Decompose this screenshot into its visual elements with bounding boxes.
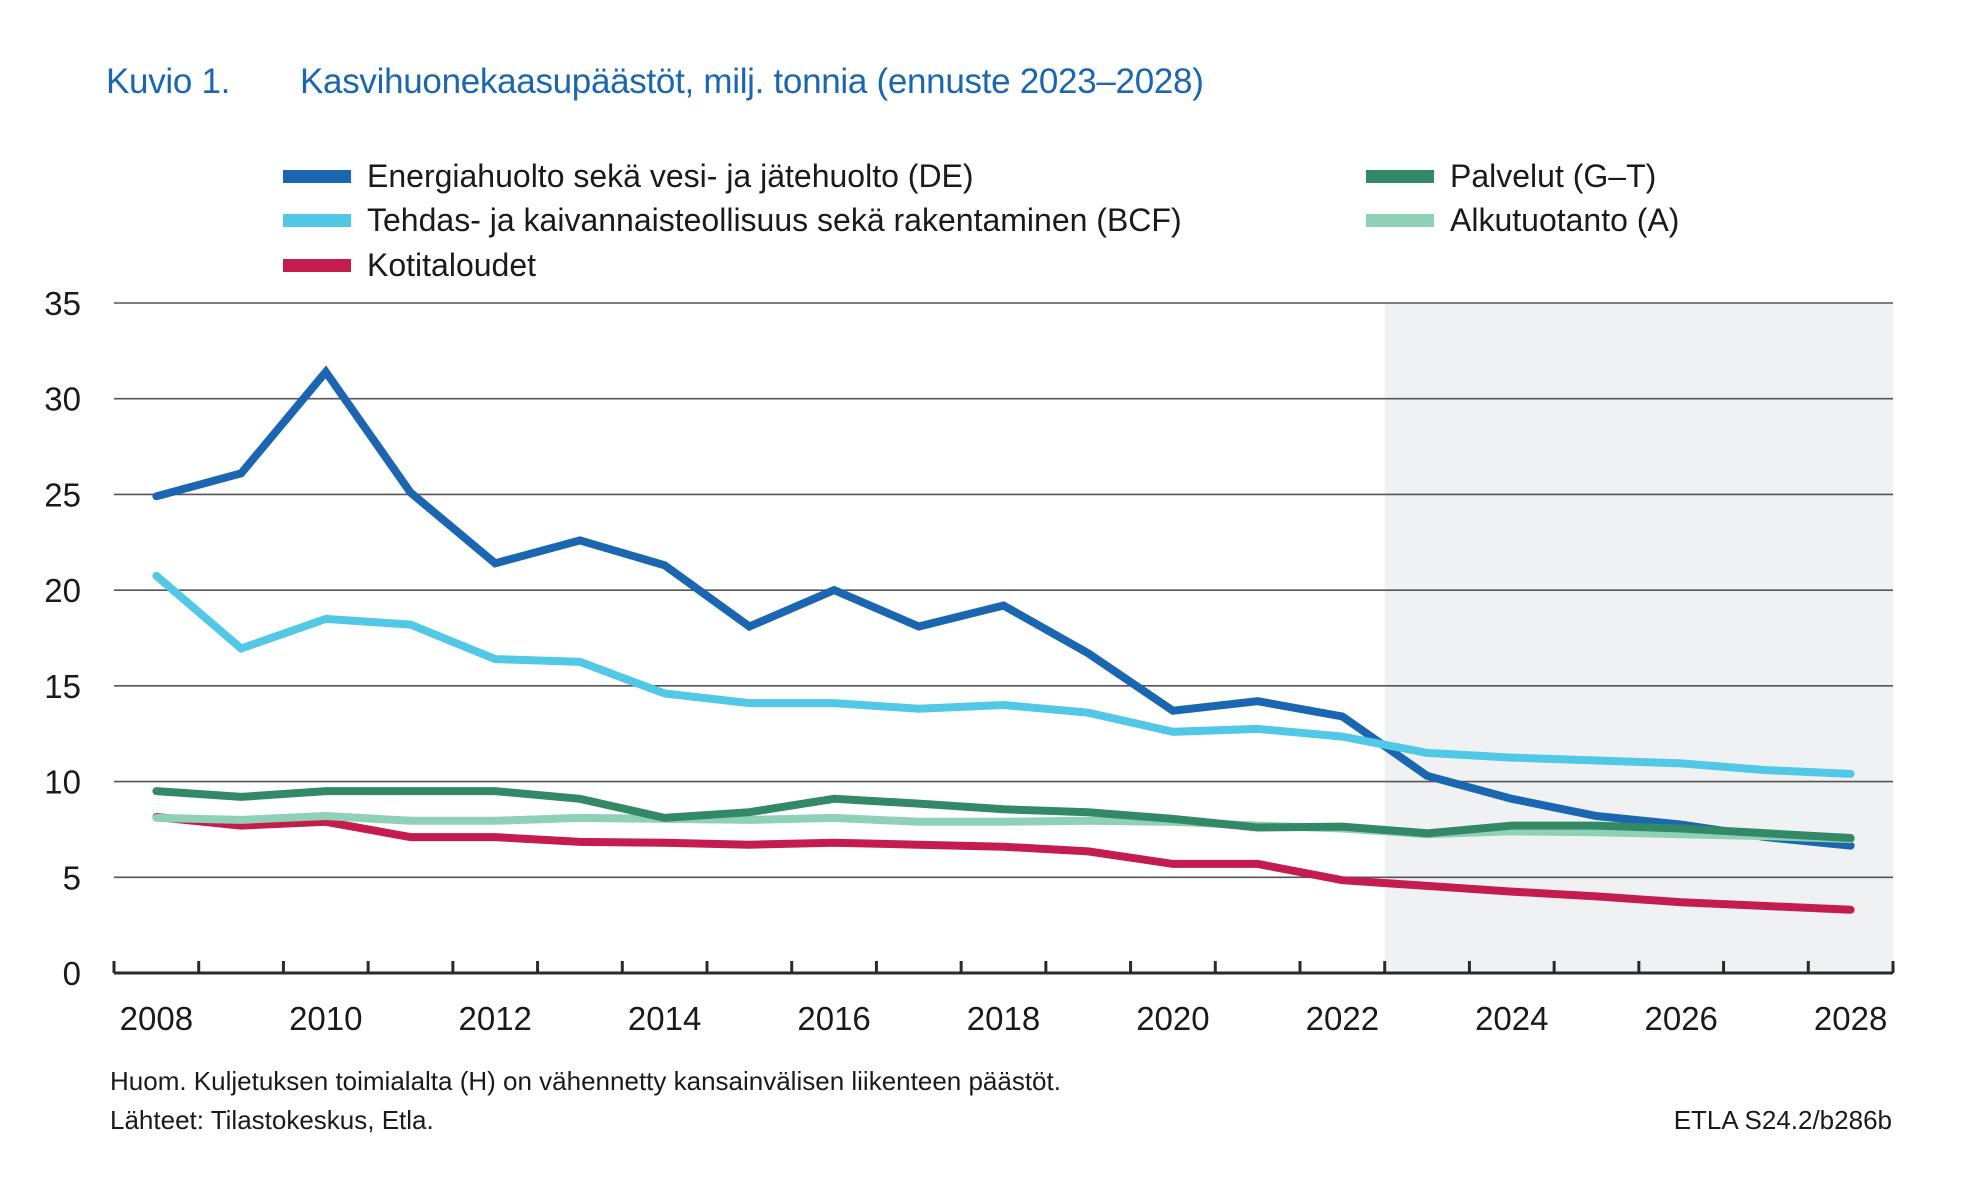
figure-code: ETLA S24.2/b286b bbox=[1673, 1105, 1892, 1135]
legend-item-alkutuotanto: Alkutuotanto (A) bbox=[1366, 200, 1679, 240]
y-tick-label: 25 bbox=[44, 476, 81, 513]
series-line-palvelut-g-t bbox=[152, 787, 1855, 842]
legend-item-de: Energiahuolto sekä vesi- ja jätehuolto (… bbox=[283, 156, 974, 196]
chart-title: Kuvio 1. Kasvihuonekaasupäästöt, milj. to… bbox=[106, 62, 1204, 102]
x-tick-label: 2028 bbox=[1814, 1000, 1887, 1037]
footnote-note: Huom. Kuljetuksen toimialalta (H) on väh… bbox=[110, 1066, 1061, 1096]
figure-number: Kuvio 1. bbox=[106, 62, 231, 101]
legend-swatch-bcf bbox=[283, 213, 351, 227]
legend-label-kotitaloudet: Kotitaloudet bbox=[367, 246, 537, 283]
forecast-shading bbox=[1384, 303, 1893, 973]
y-tick-label: 5 bbox=[63, 859, 81, 896]
legend-swatch-palvelut bbox=[1366, 169, 1434, 183]
x-tick-label: 2010 bbox=[289, 1000, 362, 1037]
footnote-sources: Lähteet: Tilastokeskus, Etla. bbox=[110, 1105, 434, 1135]
series-line-tehdas-ja-kaivannaisteollisuus-sek-rakentaminen-bcf bbox=[152, 571, 1855, 778]
x-tick-label: 2016 bbox=[797, 1000, 870, 1037]
y-tick-label: 15 bbox=[44, 668, 81, 705]
legend-label-bcf: Tehdas- ja kaivannaisteollisuus sekä rak… bbox=[367, 201, 1182, 238]
series-line-energiahuolto-sek-vesi-ja-j-tehuolto-de bbox=[152, 365, 1855, 850]
legend-label-palvelut: Palvelut (G–T) bbox=[1450, 157, 1657, 194]
x-tick-label: 2008 bbox=[120, 1000, 193, 1037]
legend-swatch-kotitaloudet bbox=[283, 258, 351, 272]
legend-item-kotitaloudet: Kotitaloudet bbox=[283, 245, 536, 285]
y-tick-label: 10 bbox=[44, 764, 81, 801]
x-tick-label: 2014 bbox=[628, 1000, 701, 1037]
series-line-alkutuotanto-a bbox=[152, 811, 1855, 843]
legend-label-alkutuotanto: Alkutuotanto (A) bbox=[1450, 201, 1680, 238]
legend-swatch-alkutuotanto bbox=[1366, 213, 1434, 227]
y-tick-label: 0 bbox=[63, 955, 81, 992]
y-tick-label: 30 bbox=[44, 381, 81, 418]
x-tick-label: 2026 bbox=[1645, 1000, 1718, 1037]
legend-item-palvelut: Palvelut (G–T) bbox=[1366, 156, 1656, 196]
legend-label-de: Energiahuolto sekä vesi- ja jätehuolto (… bbox=[367, 157, 974, 194]
series-line-kotitaloudet bbox=[152, 813, 1855, 914]
x-tick-label: 2024 bbox=[1475, 1000, 1548, 1037]
x-tick-label: 2012 bbox=[459, 1000, 532, 1037]
y-tick-label: 20 bbox=[44, 572, 81, 609]
legend-item-bcf: Tehdas- ja kaivannaisteollisuus sekä rak… bbox=[283, 200, 1182, 240]
legend-swatch-de bbox=[283, 169, 351, 183]
y-tick-label: 35 bbox=[44, 285, 81, 322]
x-tick-label: 2022 bbox=[1306, 1000, 1379, 1037]
figure-title: Kasvihuonekaasupäästöt, milj. tonnia (en… bbox=[300, 62, 1204, 101]
x-tick-label: 2020 bbox=[1136, 1000, 1209, 1037]
x-tick-label: 2018 bbox=[967, 1000, 1040, 1037]
